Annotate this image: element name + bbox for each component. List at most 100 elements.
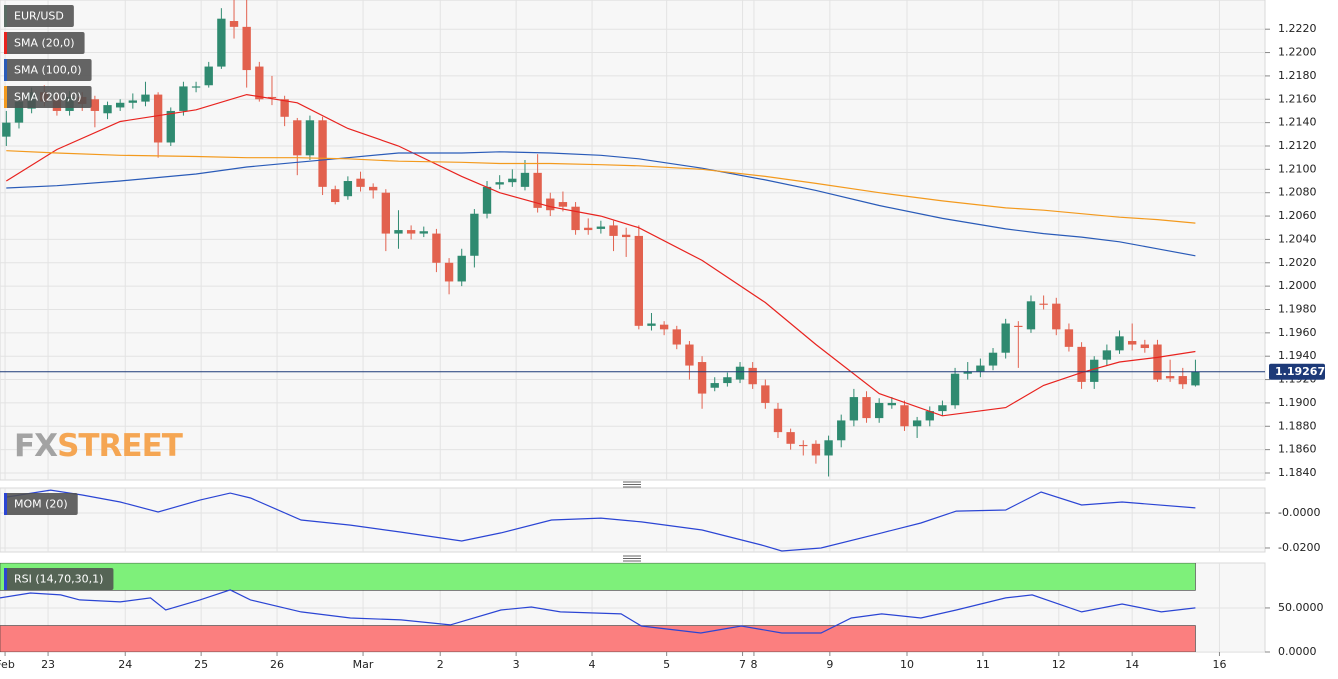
- x-tick-label: 7: [739, 658, 746, 671]
- candle-body: [394, 230, 403, 234]
- y-tick-label: 1.2160: [1278, 92, 1317, 105]
- legend-label: EUR/USD: [14, 10, 64, 23]
- candle-body: [596, 226, 606, 229]
- candle-body: [710, 383, 719, 388]
- candle-body: [849, 397, 859, 421]
- y-tick-label: 1.2040: [1278, 232, 1317, 245]
- candle-body: [1140, 344, 1149, 349]
- x-tick-label: 9: [826, 658, 833, 671]
- candle-body: [1064, 329, 1074, 347]
- candle-body: [293, 120, 302, 156]
- candle-body: [1026, 301, 1036, 330]
- y-tick-label: 1.1880: [1278, 419, 1317, 432]
- x-tick-label: Mar: [353, 658, 374, 671]
- candle-body: [976, 365, 985, 372]
- candle-body: [622, 234, 631, 238]
- legend-box: [4, 59, 92, 81]
- x-tick-label: 25: [194, 658, 208, 671]
- candle-body: [546, 198, 555, 211]
- candle-body: [482, 186, 492, 214]
- candle-body: [419, 231, 428, 234]
- x-tick-label: 10: [900, 658, 914, 671]
- candle-body: [179, 86, 188, 111]
- panel-grip: [623, 481, 641, 562]
- candle-body: [1153, 344, 1162, 380]
- candle-body: [672, 329, 681, 345]
- x-tick-label: 4: [589, 658, 596, 671]
- candle-body: [685, 344, 694, 366]
- x-tick-label: Feb: [0, 658, 15, 671]
- overlay: 1.2220 1.2200 1.2180 1.2160 1.2140 1.2120 1.21…: [0, 5, 1325, 671]
- candle-body: [799, 444, 808, 447]
- mom-panel: [0, 487, 1266, 553]
- candle-body: [242, 26, 251, 71]
- y-tick-label: 1.2060: [1278, 209, 1317, 222]
- candle-body: [659, 324, 669, 330]
- candle-body: [761, 385, 770, 403]
- candle-body: [723, 377, 732, 384]
- candle-body: [495, 182, 504, 185]
- y-tick-label: 1.1840: [1278, 466, 1317, 479]
- candle-body: [103, 105, 112, 114]
- x-tick-label: 23: [41, 658, 55, 671]
- candle-body: [811, 443, 821, 456]
- candle-body: [331, 189, 340, 203]
- candle-body: [318, 120, 327, 187]
- y-tick-label: -0.0000: [1278, 506, 1320, 519]
- candle-body: [406, 230, 416, 234]
- y-tick-label: -0.0200: [1278, 541, 1320, 554]
- watermark: FXSTREET: [14, 428, 183, 464]
- legend-box: [4, 86, 92, 108]
- legend-swatch: [4, 59, 7, 81]
- rsi-plot: [0, 563, 1265, 652]
- x-tick-label: 24: [118, 658, 132, 671]
- y-tick-label: 1.2180: [1278, 69, 1317, 82]
- candle-body: [1165, 376, 1175, 379]
- candle-body: [1039, 303, 1048, 305]
- candle-body: [735, 366, 745, 380]
- legend-swatch: [4, 5, 7, 27]
- candle-body: [343, 181, 353, 197]
- candle-body: [1128, 341, 1137, 345]
- price-panel: [0, 0, 1266, 481]
- candle-body: [938, 405, 947, 412]
- candle-body: [204, 66, 213, 86]
- candle-body: [1001, 323, 1010, 353]
- legend-box: [4, 32, 85, 54]
- candle-body: [912, 420, 922, 427]
- candle-body: [457, 255, 466, 282]
- candle-body: [2, 122, 11, 137]
- candle-body: [1090, 359, 1099, 382]
- candle-body: [963, 371, 972, 374]
- y-tick-label: 50.0000: [1278, 601, 1324, 614]
- candle-body: [470, 213, 479, 256]
- candle-body: [90, 99, 100, 111]
- candle-body: [255, 66, 264, 100]
- x-tick-label: 3: [513, 658, 520, 671]
- candle-body: [584, 227, 593, 231]
- legend-label: RSI (14,70,30,1): [14, 573, 103, 586]
- candle-body: [837, 420, 846, 441]
- legend-label: SMA (100,0): [14, 64, 82, 77]
- candle-body: [1102, 350, 1112, 360]
- legend-box: [4, 493, 78, 515]
- candle-body: [1014, 325, 1023, 328]
- candle-body: [875, 402, 884, 419]
- y-tick-label: 1.2120: [1278, 139, 1317, 152]
- candle-body: [950, 373, 960, 406]
- x-tick-label: 2: [437, 658, 444, 671]
- legend-box: [4, 568, 114, 590]
- legend-swatch: [4, 493, 7, 515]
- y-tick-label: 0.0000: [1278, 645, 1317, 658]
- candle-body: [824, 440, 833, 456]
- candle-body: [229, 21, 239, 27]
- candle-body: [508, 178, 517, 183]
- y-tick-label: 1.2000: [1278, 279, 1317, 292]
- candle-body: [773, 408, 783, 433]
- candle-body: [647, 323, 656, 326]
- line-series: [0, 589, 1196, 634]
- line-series: [5, 93, 1196, 417]
- line-series: [6, 150, 1196, 224]
- candle-body: [900, 405, 909, 427]
